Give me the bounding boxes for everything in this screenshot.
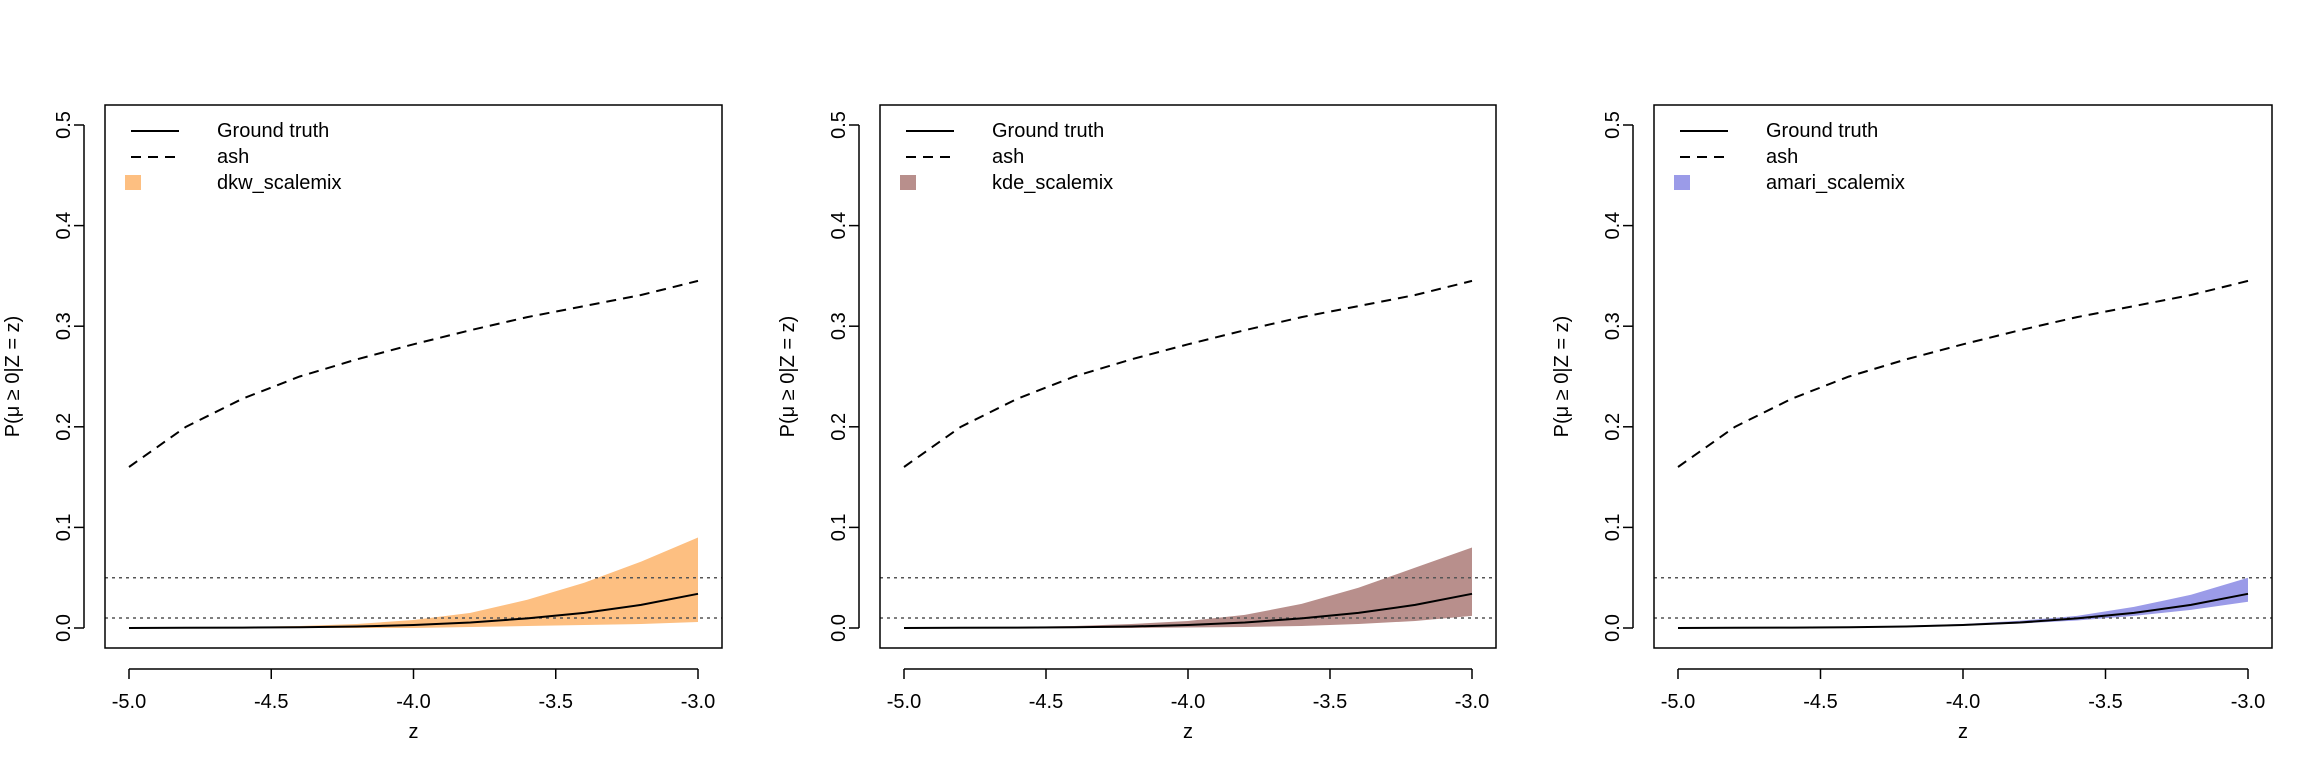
y-tick-label: 0.4	[828, 212, 850, 240]
y-tick-label: 0.1	[53, 513, 75, 541]
ground-truth-line	[1677, 592, 2249, 629]
x-tick-label: -4.0	[1171, 691, 1205, 713]
y-tick-label: 0.2	[53, 413, 75, 441]
legend-label: Ground truth	[1766, 120, 1878, 142]
x-tick-label: -4.0	[1946, 691, 1980, 713]
x-axis-title: z	[1183, 721, 1193, 743]
ground-truth-line	[903, 592, 1473, 629]
ground-truth-line	[128, 592, 699, 629]
y-tick-label: 0.3	[828, 312, 850, 340]
legend: Ground truth ash amari_scalemix	[1674, 120, 1905, 194]
x-tick-label: -3.0	[1455, 691, 1489, 713]
x-tick-label: -5.0	[1661, 691, 1695, 713]
legend-swatch-band	[1674, 175, 1690, 190]
y-tick-label: 0.0	[1602, 614, 1624, 642]
y-tick-label: 0.5	[1602, 111, 1624, 139]
y-tick-label: 0.2	[1602, 413, 1624, 441]
legend-label: dkw_scalemix	[217, 172, 341, 194]
legend-label: kde_scalemix	[992, 172, 1113, 194]
y-axis-title: P(μ ≥ 0|Z = z)	[1551, 316, 1573, 438]
confidence-band	[1678, 577, 2248, 628]
y-tick-label: 0.0	[828, 614, 850, 642]
legend-swatch-band	[125, 175, 141, 190]
x-tick-label: -3.0	[2231, 691, 2265, 713]
ash-line	[903, 279, 1473, 468]
y-tick-label: 0.5	[828, 111, 850, 139]
legend-label: ash	[992, 146, 1024, 168]
legend-label: Ground truth	[992, 120, 1104, 142]
legend: Ground truth ash dkw_scalemix	[125, 120, 341, 194]
ash-line	[128, 279, 699, 468]
x-tick-label: -3.5	[1313, 691, 1347, 713]
legend-swatch-band	[900, 175, 916, 190]
plot-frame	[104, 104, 723, 649]
y-tick-label: 0.4	[53, 212, 75, 240]
legend-label: ash	[1766, 146, 1798, 168]
chart-panel-2: -5.0 -4.5 -4.0 -3.5 -3.0 0.0 0.1 0.2 0.3 0.4 0.5 z P…	[777, 104, 1497, 743]
legend: Ground truth ash kde_scalemix	[900, 120, 1113, 194]
x-axis-title: z	[1958, 721, 1968, 743]
y-tick-label: 0.5	[53, 111, 75, 139]
confidence-band	[904, 547, 1472, 628]
legend-label: ash	[217, 146, 249, 168]
x-tick-label: -4.5	[254, 691, 288, 713]
x-tick-label: -3.5	[2088, 691, 2122, 713]
x-tick-label: -5.0	[887, 691, 921, 713]
y-tick-label: 0.4	[1602, 212, 1624, 240]
confidence-band	[129, 537, 698, 628]
x-tick-label: -3.0	[681, 691, 715, 713]
legend-label: Ground truth	[217, 120, 329, 142]
legend-label: amari_scalemix	[1766, 172, 1905, 194]
x-tick-label: -4.5	[1803, 691, 1837, 713]
y-axis-title: P(μ ≥ 0|Z = z)	[777, 316, 799, 438]
y-tick-label: 0.1	[1602, 513, 1624, 541]
chart-panel-1: -5.0 -4.5 -4.0 -3.5 -3.0 0.0 0.1 0.2 0.3 0.4 0.5 z P…	[2, 104, 723, 743]
x-tick-label: -4.5	[1029, 691, 1063, 713]
y-tick-label: 0.3	[1602, 312, 1624, 340]
y-tick-label: 0.2	[828, 413, 850, 441]
x-tick-label: -4.0	[396, 691, 430, 713]
ash-line	[1677, 279, 2249, 468]
y-tick-label: 0.1	[828, 513, 850, 541]
x-axis-title: z	[409, 721, 419, 743]
y-tick-label: 0.0	[53, 614, 75, 642]
y-tick-label: 0.3	[53, 312, 75, 340]
x-tick-label: -5.0	[112, 691, 146, 713]
chart-panel-3: -5.0 -4.5 -4.0 -3.5 -3.0 0.0 0.1 0.2 0.3 0.4 0.5 z P…	[1551, 104, 2273, 743]
y-axis-title: P(μ ≥ 0|Z = z)	[2, 316, 24, 438]
plot-frame	[1653, 104, 2273, 649]
x-tick-label: -3.5	[539, 691, 573, 713]
plot-frame	[879, 104, 1497, 649]
